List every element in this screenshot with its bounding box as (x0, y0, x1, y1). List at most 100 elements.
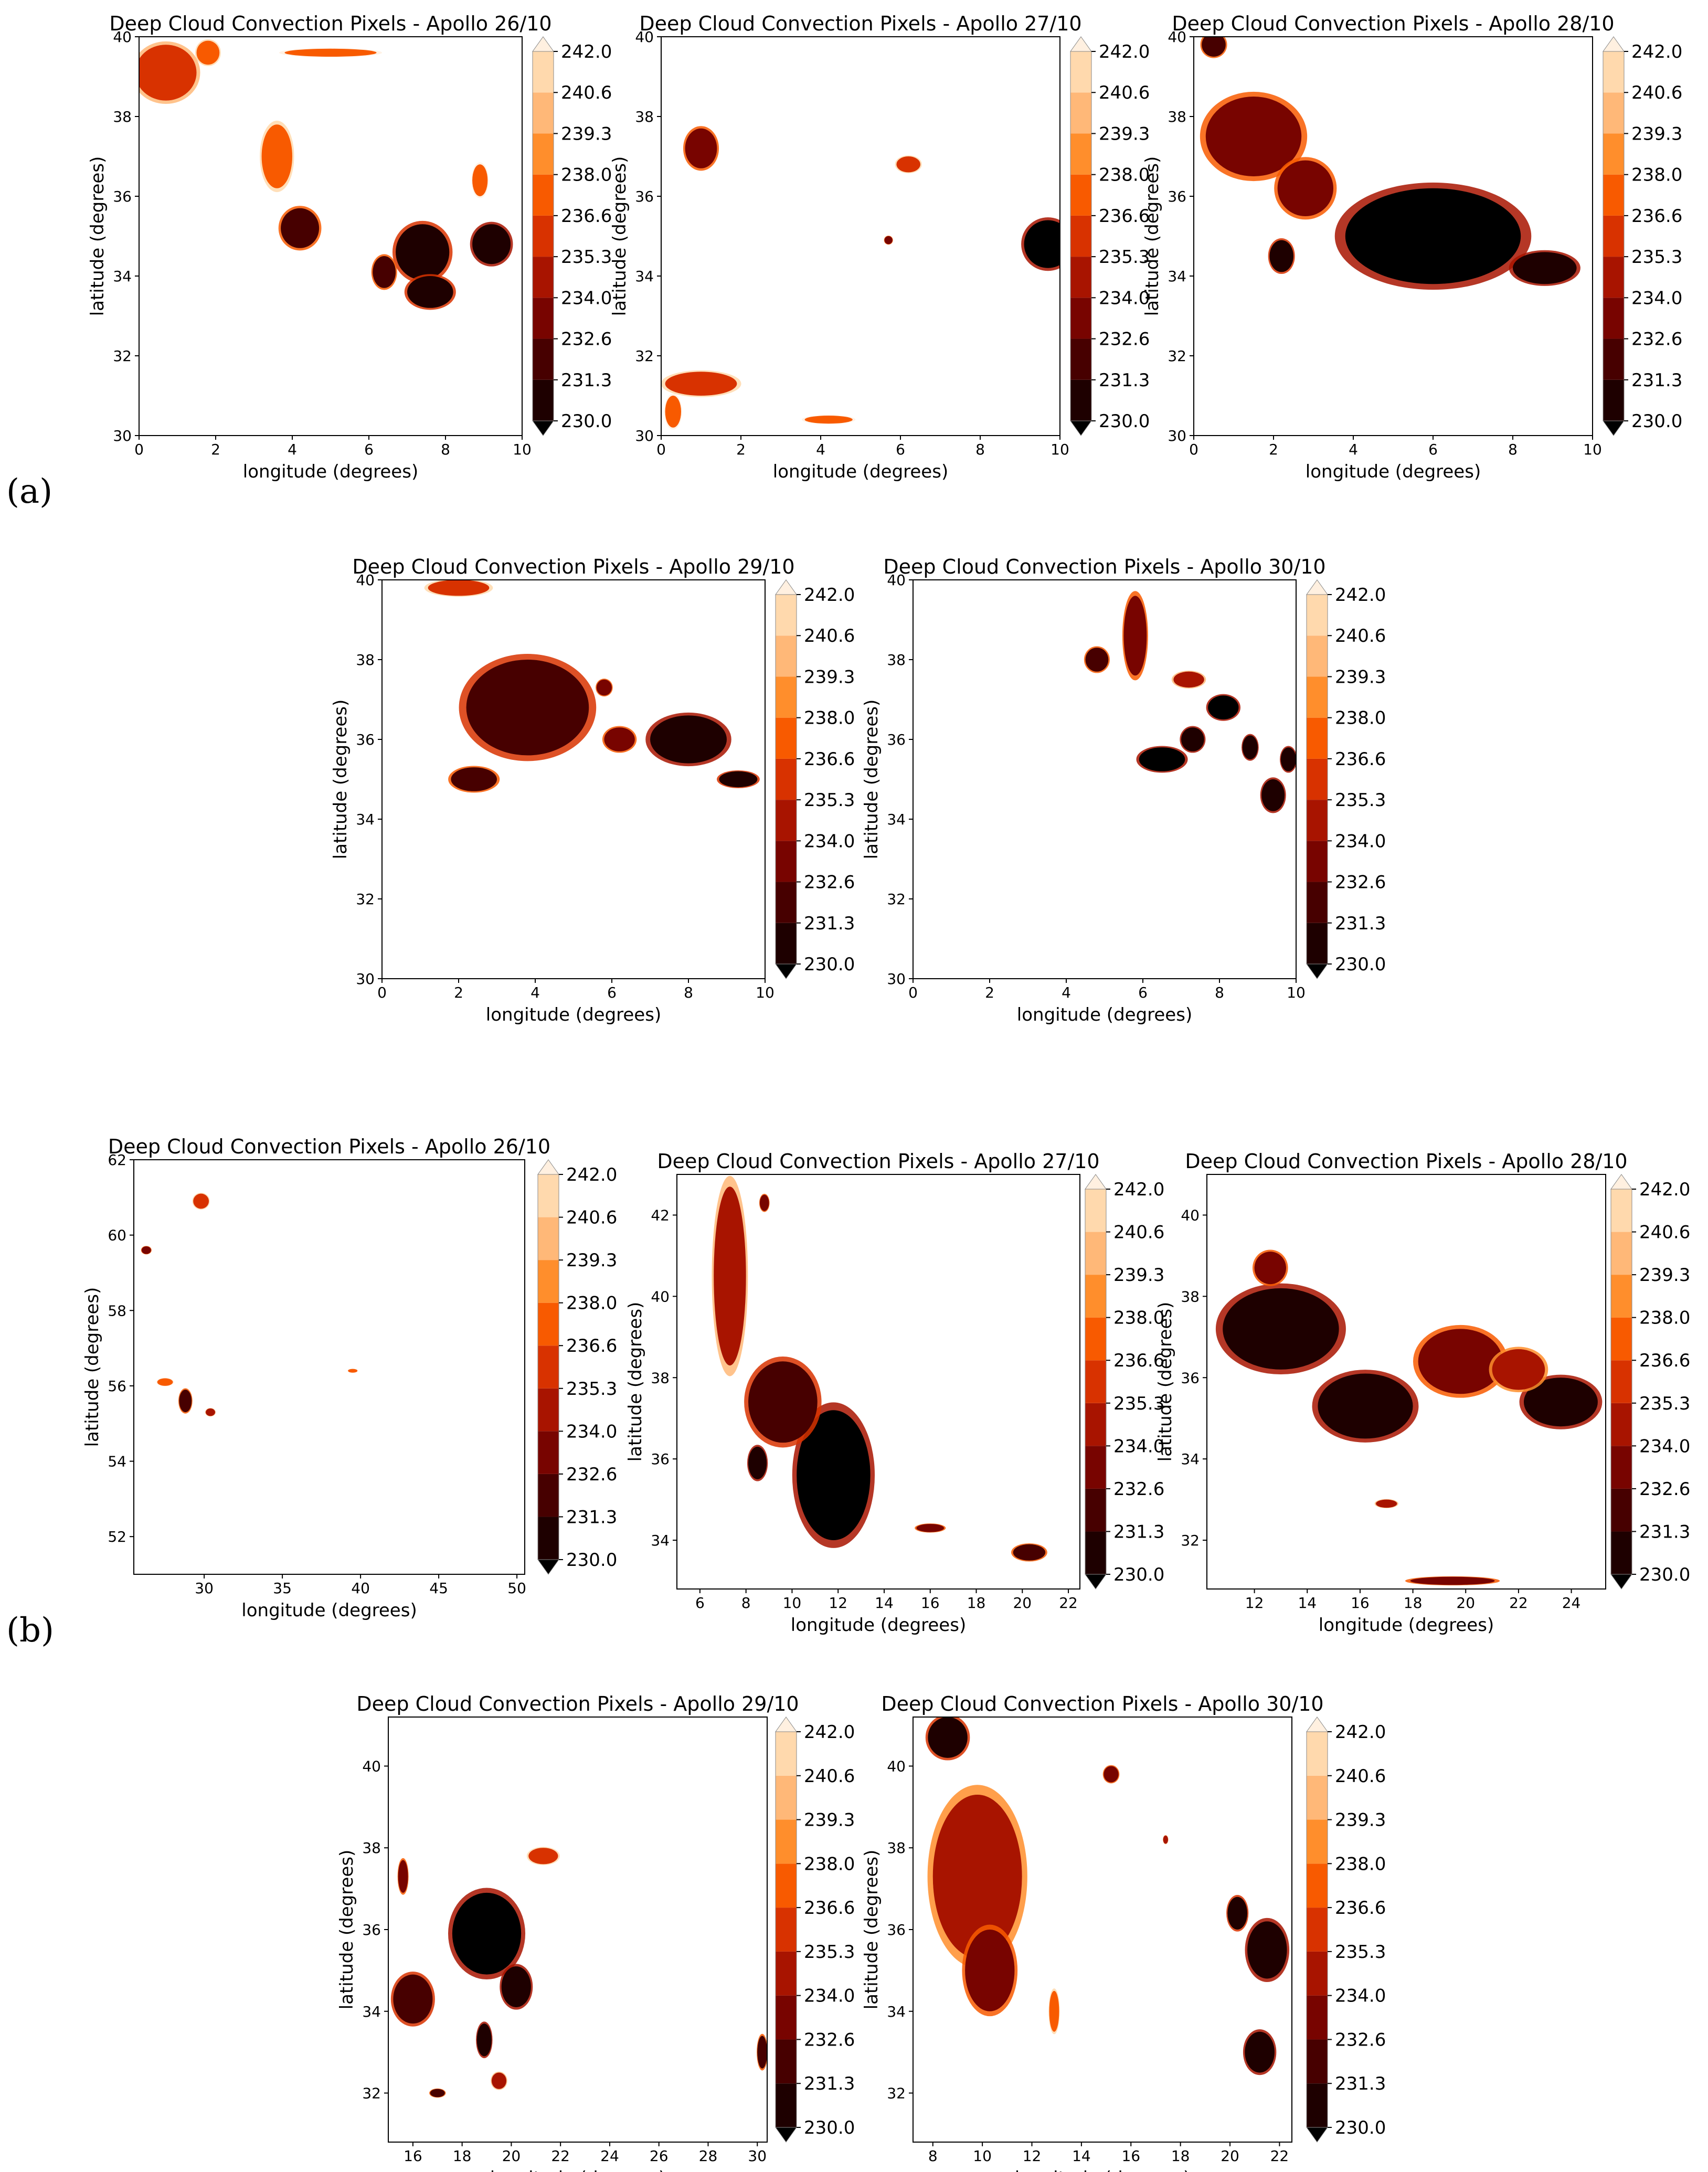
colorbar-frame (532, 51, 554, 421)
cloud-pixel-cluster (596, 680, 612, 696)
colorbar-frame (537, 1174, 559, 1560)
colorbar-tick-label: 235.3 (1631, 247, 1682, 268)
colorbar-tick-label: 232.6 (804, 2029, 855, 2050)
y-tick-label: 32 (113, 347, 132, 365)
colorbar-tick-label: 242.0 (1631, 41, 1682, 62)
colorbar-segment (1307, 2083, 1328, 2127)
colorbar-extend-high (775, 1717, 797, 1732)
colorbar-frame (1306, 1731, 1328, 2128)
colorbar-tick-label: 236.6 (1335, 1898, 1386, 1919)
y-axis-label: latitude (degrees) (1142, 156, 1163, 316)
x-tick-label: 10 (1287, 984, 1306, 1001)
colorbar-tick-label: 242.0 (1099, 41, 1150, 62)
colorbar-tick-label: 231.3 (1631, 370, 1682, 391)
colorbar-segment (538, 1217, 559, 1260)
y-tick-label: 56 (108, 1378, 126, 1395)
colorbar-segment (1611, 1317, 1632, 1361)
colorbar-tick-label: 239.3 (1631, 123, 1682, 144)
colorbar-frame (775, 594, 797, 965)
colorbar-tick-label: 238.0 (1099, 165, 1150, 186)
colorbar-tick-label: 231.3 (566, 1507, 617, 1528)
y-tick-label: 42 (651, 1206, 670, 1224)
colorbar-segment (538, 1345, 559, 1389)
colorbar-segment (1603, 133, 1624, 175)
colorbar-segment (776, 1819, 797, 1864)
x-tick-label: 8 (1508, 441, 1518, 458)
x-tick-label: 22 (1270, 2147, 1289, 2165)
colorbar-segment (538, 1302, 559, 1346)
x-tick-label: 10 (1051, 441, 1069, 458)
colorbar-segment (1070, 379, 1091, 421)
x-tick-label: 0 (134, 441, 144, 458)
chart-panel-b5: Deep Cloud Convection Pixels - Apollo 30… (861, 1692, 1386, 2172)
y-tick-label: 38 (113, 108, 132, 125)
colorbar-segment (1070, 174, 1091, 216)
chart-title: Deep Cloud Convection Pixels - Apollo 26… (109, 12, 551, 35)
x-tick-label: 18 (453, 2147, 472, 2165)
y-axis-label: latitude (degrees) (1155, 1302, 1176, 1462)
colorbar-extend-low (1085, 1574, 1107, 1590)
colorbar-segment (1307, 1819, 1328, 1864)
x-tick-label: 16 (404, 2147, 422, 2165)
colorbar: 230.0 231.3 232.6 234.0 235.3 236.6 238.0 239.3… (1306, 1717, 1386, 2143)
colorbar-tick-label: 240.6 (1113, 1222, 1164, 1243)
cloud-pixel-cluster (393, 1974, 433, 2024)
colorbar-segment (538, 1517, 559, 1560)
x-tick-label: 50 (507, 1580, 526, 1597)
colorbar-tick-label: 230.0 (1335, 2117, 1386, 2138)
colorbar-tick-label: 238.0 (561, 165, 612, 186)
colorbar-segment (776, 595, 797, 636)
cloud-pixel-cluster (1024, 220, 1060, 268)
colorbar-tick-label: 231.3 (1113, 1521, 1164, 1542)
x-tick-label: 4 (1349, 441, 1358, 458)
colorbar-extend-low (532, 420, 554, 436)
plot-frame (139, 36, 523, 436)
colorbar-segment (1307, 841, 1328, 882)
plot-frame (676, 1174, 1080, 1590)
colorbar-segment (1611, 1189, 1632, 1232)
cloud-pixel-cluster (528, 1848, 558, 1864)
colorbar: 230.0 231.3 232.6 234.0 235.3 236.6 238.0 239.3… (1306, 579, 1386, 979)
colorbar-tick-label: 242.0 (566, 1164, 617, 1185)
y-axis-label: latitude (degrees) (625, 1302, 646, 1462)
x-tick-label: 10 (783, 1594, 802, 1612)
cloud-pixel-cluster (1085, 648, 1109, 672)
x-tick-label: 2 (454, 984, 463, 1001)
cloud-pixel-cluster (650, 715, 727, 764)
colorbar-segment (776, 1908, 797, 1952)
x-tick-label: 0 (656, 441, 666, 458)
cloud-pixel-cluster (348, 1369, 358, 1373)
chart-title: Deep Cloud Convection Pixels - Apollo 27… (657, 1150, 1099, 1173)
y-axis-label: latitude (degrees) (87, 156, 108, 316)
y-tick-label: 40 (887, 571, 906, 589)
y-tick-label: 34 (1168, 268, 1186, 285)
cloud-pixel-cluster (1049, 1990, 1059, 2032)
colorbar-segment (1070, 92, 1091, 134)
colorbar-segment (533, 133, 554, 175)
colorbar-segment (1307, 2039, 1328, 2084)
colorbar-tick-label: 239.3 (1335, 1810, 1386, 1831)
y-tick-label: 58 (108, 1302, 126, 1319)
x-tick-label: 16 (921, 1594, 940, 1612)
chart-title: Deep Cloud Convection Pixels - Apollo 27… (639, 12, 1081, 35)
colorbar-tick-label: 230.0 (1099, 411, 1150, 432)
colorbar-tick-label: 239.3 (1099, 123, 1150, 144)
colorbar-segment (1085, 1403, 1106, 1446)
colorbar-segment (1603, 92, 1624, 134)
colorbar-tick-label: 232.6 (1335, 872, 1386, 893)
colorbar-tick-label: 239.3 (1335, 666, 1386, 687)
colorbar-tick-label: 230.0 (804, 954, 855, 975)
colorbar-extend-low (1306, 2127, 1328, 2143)
cloud-pixel-cluster (1202, 37, 1226, 57)
y-tick-label: 34 (887, 2003, 906, 2020)
colorbar-segment (776, 1775, 797, 1820)
data-layer (424, 580, 760, 793)
colorbar-tick-label: 231.3 (1335, 913, 1386, 934)
colorbar-tick-label: 239.3 (561, 123, 612, 144)
colorbar-extend-low (1603, 420, 1625, 436)
cloud-pixel-cluster (1318, 1373, 1413, 1439)
x-tick-label: 6 (607, 984, 617, 1001)
cloud-pixel-cluster (932, 1794, 1022, 1958)
x-tick-label: 20 (502, 2147, 521, 2165)
